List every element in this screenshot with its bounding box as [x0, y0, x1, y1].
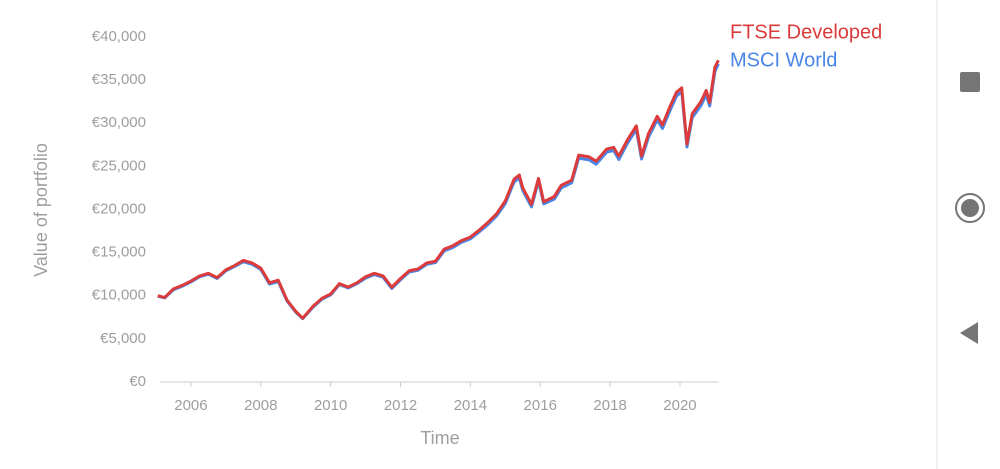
x-tick-label: 2006: [174, 397, 207, 414]
y-tick-label: €10,000: [92, 287, 146, 304]
x-tick-label: 2018: [593, 397, 626, 414]
back-button[interactable]: [960, 322, 978, 344]
line-series: [157, 63, 720, 321]
y-axis-title: Value of portfolio: [31, 143, 51, 277]
home-button-dot: [961, 199, 979, 217]
x-tick-label: 2016: [524, 397, 557, 414]
x-tick-label: 2020: [663, 397, 696, 414]
x-axis-title: Time: [420, 428, 459, 448]
y-tick-label: €15,000: [92, 244, 146, 261]
legend-label: MSCI World: [730, 49, 837, 71]
x-tick-label: 2008: [244, 397, 277, 414]
y-tick-label: €25,000: [92, 157, 146, 174]
line-series: [157, 59, 720, 320]
home-button[interactable]: [955, 193, 985, 223]
recents-button[interactable]: [960, 72, 980, 92]
y-tick-label: €20,000: [92, 200, 146, 217]
y-tick-label: €30,000: [92, 114, 146, 131]
nav-bar: [936, 0, 985, 469]
y-tick-label: €35,000: [92, 71, 146, 88]
x-tick-label: 2014: [454, 397, 487, 414]
x-tick-label: 2012: [384, 397, 417, 414]
y-tick-label: €40,000: [92, 28, 146, 45]
legend-label: FTSE Developed: [730, 21, 882, 43]
y-tick-label: €0: [129, 373, 146, 390]
x-tick-label: 2010: [314, 397, 347, 414]
y-tick-label: €5,000: [100, 330, 146, 347]
